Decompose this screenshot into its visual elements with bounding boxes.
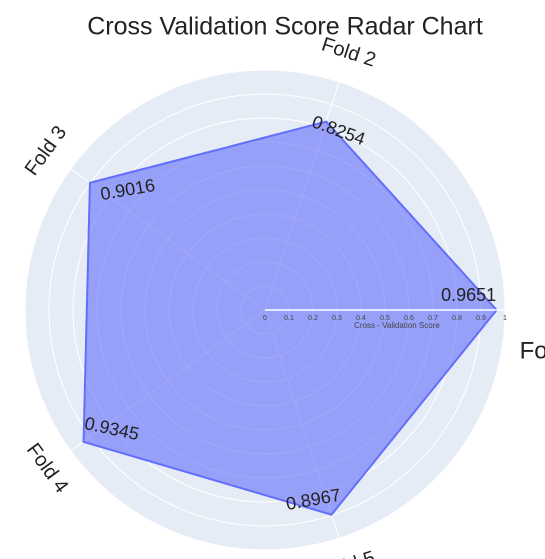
angular-label: Fold 1 [520, 337, 545, 364]
angular-label: Fold 4 [22, 439, 72, 497]
r-tick-label: 0.8 [452, 315, 462, 322]
area [82, 120, 498, 516]
r-tick-label: 0.7 [428, 315, 438, 322]
r-tick-label: 0 [263, 315, 267, 322]
r-axis-title: Cross - Validation Score [354, 321, 440, 330]
r-tick-label: 0.6 [404, 315, 414, 322]
r-tick-label: 0.5 [380, 315, 390, 322]
angular-label: Fold 3 [21, 122, 71, 180]
data-label: 0.9651 [441, 285, 496, 305]
r-tick-label: 0.4 [356, 315, 366, 322]
r-tick-label: 0.3 [332, 315, 342, 322]
r-tick-label: 0.1 [284, 315, 294, 322]
angular-label: Fold 5 [318, 547, 378, 559]
r-tick-label: 0.9 [476, 315, 486, 322]
r-tick-label: 0.2 [308, 315, 318, 322]
r-tick-label: 1 [503, 315, 507, 322]
chart-title: Cross Validation Score Radar Chart [87, 13, 483, 41]
